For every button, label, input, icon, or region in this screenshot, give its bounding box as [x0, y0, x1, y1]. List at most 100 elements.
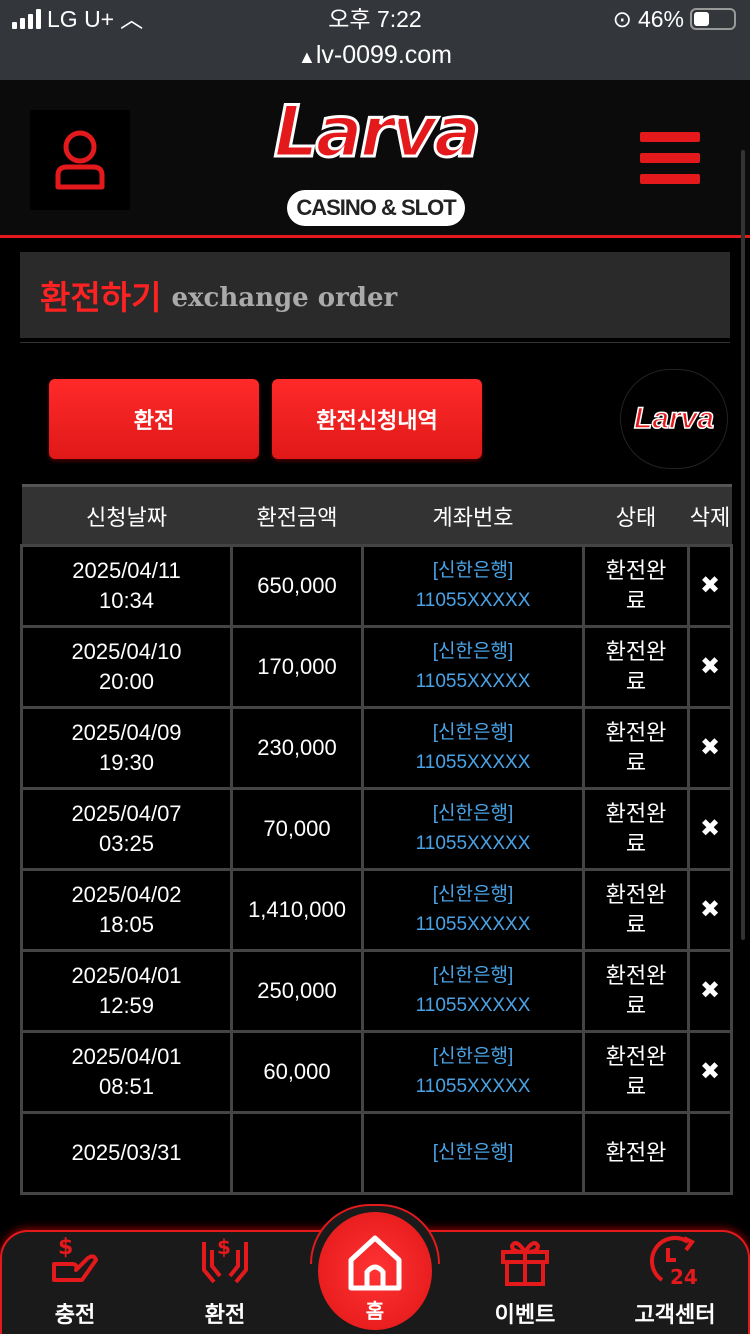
cell-status: 환전완료 [582, 949, 690, 1033]
bank-name: [신한은행] [432, 641, 514, 662]
column-header-amount: 환전금액 [231, 484, 363, 546]
exchange-history-button[interactable]: 환전신청내역 [272, 379, 482, 459]
warning-icon: ▲ [298, 47, 316, 67]
cell-date: 2025/04/02 18:05 [20, 868, 233, 952]
user-button[interactable] [30, 110, 130, 210]
delete-button[interactable]: ✖ [687, 1030, 733, 1114]
cell-account: [신한은행] 11055XXXXX [361, 1030, 585, 1114]
delete-button[interactable]: ✖ [687, 949, 733, 1033]
signal-icon [12, 9, 41, 29]
site-logo[interactable]: Larva CASINO & SLOT [255, 88, 497, 232]
date-text: 2025/04/11 [72, 558, 181, 583]
cell-account: [신한은행] 11055XXXXX [361, 787, 585, 871]
cell-amount: 1,410,000 [230, 868, 364, 952]
nav-support[interactable]: 24 고객센터 [615, 1232, 735, 1332]
date-text: 2025/04/01 [71, 1044, 182, 1069]
cell-account: [신한은행] 11055XXXXX [361, 625, 585, 709]
home-icon [348, 1235, 402, 1291]
rotation-lock-icon: ⊙ [612, 6, 632, 32]
account-number: 11055XXXXX [415, 752, 531, 773]
cell-status: 환전완료 [582, 706, 690, 790]
cell-amount: 170,000 [230, 625, 364, 709]
delete-button[interactable]: ✖ [687, 868, 733, 952]
table-row: 2025/04/09 19:30 230,000 [신한은행] 11055XXXXX 환전… [20, 706, 733, 790]
scrollbar[interactable] [741, 150, 745, 940]
delete-button[interactable]: ✖ [687, 625, 733, 709]
logo-subtitle: CASINO & SLOT [287, 190, 465, 226]
column-header-status: 상태 [583, 484, 689, 546]
cell-status: 환전완료 [582, 868, 690, 952]
nav-home[interactable]: 홈 [318, 1212, 432, 1330]
date-text: 2025/04/10 [71, 639, 182, 664]
cell-status: 환전완료 [582, 1030, 690, 1114]
table-row: 2025/04/01 12:59 250,000 [신한은행] 11055XXXXX 환전… [20, 949, 733, 1033]
bank-name: [신한은행] [432, 560, 514, 581]
withdraw-icon: $ [202, 1235, 248, 1284]
cell-status: 환전완료 [582, 787, 690, 871]
battery-icon [690, 8, 736, 30]
delete-button[interactable]: ✖ [687, 544, 733, 628]
cell-status: 환전완료 [582, 625, 690, 709]
floating-logo-button[interactable]: Larva [620, 369, 728, 469]
cell-date: 2025/04/01 08:51 [20, 1030, 233, 1114]
cell-account: [신한은행] 11055XXXXX [361, 544, 585, 628]
time-text: 03:25 [98, 831, 155, 856]
cell-amount: 230,000 [230, 706, 364, 790]
nav-label: 고객센터 [634, 1302, 716, 1327]
deposit-icon: $ [52, 1235, 98, 1282]
page-title: 환전하기 exchange order [20, 252, 730, 338]
nav-label: 홈 [365, 1301, 385, 1323]
logo-word: Larva [272, 90, 482, 175]
title-english: exchange order [171, 283, 398, 313]
cell-amount: 650,000 [230, 544, 364, 628]
table-row: 2025/04/10 20:00 170,000 [신한은행] 11055XXXXX 환전… [20, 625, 733, 709]
account-number: 11055XXXXX [415, 590, 531, 611]
cell-amount: 60,000 [230, 1030, 364, 1114]
svg-text:$: $ [217, 1235, 231, 1259]
divider [20, 342, 730, 343]
nav-label: 충전 [54, 1302, 96, 1327]
nav-withdraw[interactable]: $ 환전 [165, 1232, 285, 1332]
menu-button[interactable] [640, 132, 700, 195]
url-text: lv-0099.com [315, 41, 452, 69]
table-row: 2025/04/11 10:34 650,000 [신한은행] 11055XXXXX 환전… [20, 544, 733, 628]
cell-date: 2025/04/10 20:00 [20, 625, 233, 709]
time-text: 08:51 [98, 1074, 155, 1099]
date-text: 2025/04/02 [71, 882, 182, 907]
cell-amount: 250,000 [230, 949, 364, 1033]
floating-logo-text: Larva [633, 401, 715, 436]
cell-date: 2025/04/11 10:34 [20, 544, 233, 628]
column-header-account: 계좌번호 [362, 484, 584, 546]
svg-text:24: 24 [670, 1265, 698, 1288]
delete-button[interactable]: ✖ [687, 787, 733, 871]
time-text: 18:05 [98, 912, 155, 937]
date-text: 2025/04/07 [71, 801, 182, 826]
cell-date: 2025/04/07 03:25 [20, 787, 233, 871]
account-number: 11055XXXXX [415, 833, 531, 854]
address-bar[interactable]: ▲lv-0099.com [200, 40, 550, 72]
nav-deposit[interactable]: $ 충전 [15, 1232, 135, 1332]
battery-percent: 46% [637, 6, 684, 32]
nav-label: 환전 [204, 1302, 246, 1327]
cell-date: 2025/04/09 19:30 [20, 706, 233, 790]
bank-name: [신한은행] [432, 803, 514, 824]
time-text: 20:00 [98, 669, 155, 694]
date-text: 2025/03/31 [71, 1140, 182, 1165]
date-text: 2025/04/09 [71, 720, 182, 745]
cell-account: [신한은행] 11055XXXXX [361, 949, 585, 1033]
bank-name: [신한은행] [432, 884, 514, 905]
site-header: Larva CASINO & SLOT [0, 80, 750, 238]
nav-event[interactable]: 이벤트 [465, 1232, 585, 1332]
table-row: 2025/04/01 08:51 60,000 [신한은행] 11055XXXXX 환전완… [20, 1030, 733, 1114]
delete-button[interactable]: ✖ [687, 706, 733, 790]
account-number: 11055XXXXX [415, 1076, 531, 1097]
exchange-button[interactable]: 환전 [49, 379, 259, 459]
cell-date: 2025/03/31 [20, 1111, 233, 1195]
table-row: 2025/04/02 18:05 1,410,000 [신한은행] 11055XXXXX… [20, 868, 733, 952]
gift-icon [501, 1241, 549, 1286]
nav-label: 이벤트 [494, 1302, 556, 1327]
time-text: 19:30 [98, 750, 155, 775]
column-header-delete: 삭제 [688, 484, 732, 546]
delete-button[interactable] [687, 1111, 733, 1195]
cell-account: [신한은행] [361, 1111, 585, 1195]
